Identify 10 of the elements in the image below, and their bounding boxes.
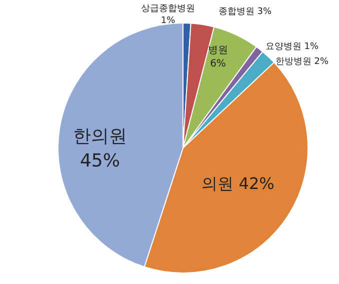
slice-label: 한방병원 2% (275, 57, 330, 68)
slice-label: 병원 (208, 44, 228, 56)
data-label: 1% (160, 16, 176, 27)
slice-label: 한의원 (73, 126, 127, 147)
slice-label: 의원 42% (202, 174, 274, 194)
data-label: 45% (80, 150, 120, 172)
slice-label: 종합병원 3% (218, 7, 272, 18)
data-label: 6% (210, 58, 226, 70)
slice-label: 요양병원 1% (265, 42, 320, 52)
slice-label: 상급종합병원 (141, 4, 195, 14)
